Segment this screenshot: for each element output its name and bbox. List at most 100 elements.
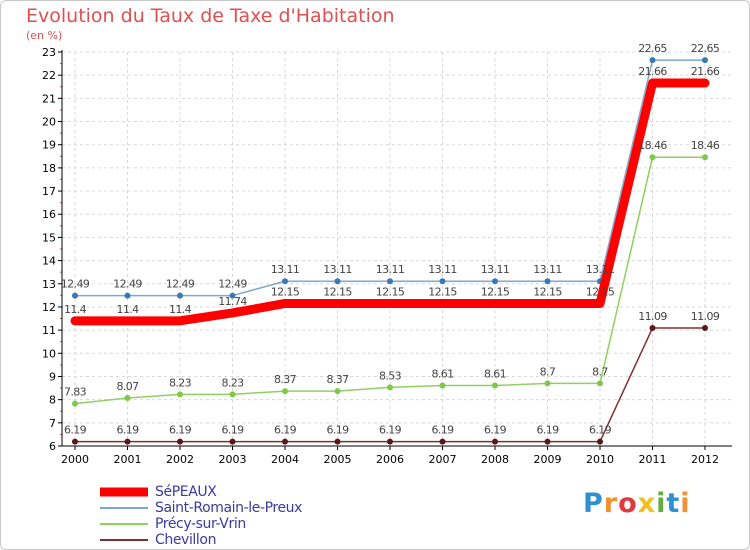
x-tick-label: 2008 xyxy=(481,453,509,466)
data-label-0: 12.15 xyxy=(323,285,352,298)
data-label-3: 6.19 xyxy=(64,424,87,437)
logo-letter: i xyxy=(680,488,691,519)
x-tick-label: 2010 xyxy=(586,453,614,466)
series-point-1 xyxy=(649,57,656,64)
data-label-2: 8.23 xyxy=(221,376,244,389)
series-point-1 xyxy=(229,292,236,299)
x-tick-label: 2007 xyxy=(429,453,457,466)
legend-label: SéPEAUX xyxy=(155,484,217,500)
y-tick-label: 15 xyxy=(42,231,56,244)
series-point-1 xyxy=(282,278,288,285)
data-label-1: 12.49 xyxy=(166,278,195,291)
series-point-3 xyxy=(282,438,288,445)
data-label-2: 8.7 xyxy=(540,365,556,378)
logo-letter: t xyxy=(666,488,681,519)
data-label-1: 13.11 xyxy=(481,263,510,276)
logo-letter: x xyxy=(637,488,657,519)
data-label-3: 6.19 xyxy=(379,424,402,437)
x-tick-label: 2002 xyxy=(166,453,194,466)
x-tick-label: 2012 xyxy=(691,453,719,466)
series-point-3 xyxy=(702,325,708,332)
series-point-3 xyxy=(334,438,341,445)
x-tick-label: 2011 xyxy=(639,453,667,466)
data-label-2: 8.7 xyxy=(592,365,608,378)
logo-letter: o xyxy=(618,488,638,519)
data-label-3: 6.19 xyxy=(484,424,507,437)
chart-title: Evolution du Taux de Taxe d'Habitation xyxy=(26,5,395,27)
y-tick-label: 23 xyxy=(42,46,56,59)
series-point-1 xyxy=(124,292,131,299)
legend-swatch xyxy=(100,539,148,541)
data-label-3: 11.09 xyxy=(691,310,720,323)
series-point-3 xyxy=(72,438,78,445)
series-point-1 xyxy=(492,278,498,285)
series-point-2 xyxy=(597,380,603,387)
y-tick-label: 12 xyxy=(42,301,56,314)
data-label-2: 18.46 xyxy=(691,139,720,152)
data-label-0: 21.66 xyxy=(691,65,720,78)
data-label-0: 11.4 xyxy=(116,303,139,316)
y-tick-label: 13 xyxy=(42,278,56,291)
series-point-3 xyxy=(229,438,236,445)
y-tick-label: 20 xyxy=(42,116,56,129)
logo-letter: P xyxy=(583,488,604,519)
y-unit-label: (en %) xyxy=(26,29,63,42)
series-line-0 xyxy=(70,78,710,326)
data-label-0: 11.74 xyxy=(218,295,247,308)
data-label-3: 6.19 xyxy=(116,424,139,437)
x-tick-label: 2004 xyxy=(271,453,299,466)
series-point-2 xyxy=(282,388,288,395)
y-tick-label: 19 xyxy=(42,139,56,152)
series-point-2 xyxy=(439,382,446,389)
data-label-2: 8.23 xyxy=(169,376,192,389)
data-label-0: 12.15 xyxy=(481,285,510,298)
series-point-3 xyxy=(597,438,603,445)
series-point-3 xyxy=(124,438,131,445)
data-label-1: 13.11 xyxy=(586,263,615,276)
data-label-2: 18.46 xyxy=(638,139,667,152)
data-label-2: 8.37 xyxy=(326,373,349,386)
series-point-2 xyxy=(702,154,708,161)
series-point-1 xyxy=(72,292,78,299)
x-tick-label: 2006 xyxy=(376,453,404,466)
series-point-2 xyxy=(124,395,131,402)
data-label-3: 6.19 xyxy=(221,424,244,437)
y-tick-label: 18 xyxy=(42,162,56,175)
x-tick-label: 2001 xyxy=(114,453,142,466)
legend-swatch xyxy=(100,487,148,497)
data-label-0: 12.15 xyxy=(271,285,300,298)
series-point-1 xyxy=(334,278,341,285)
data-label-1: 12.49 xyxy=(113,278,142,291)
data-label-0: 11.4 xyxy=(64,303,87,316)
y-tick-label: 7 xyxy=(49,417,56,430)
y-tick-label: 16 xyxy=(42,208,56,221)
x-tick-label: 2003 xyxy=(219,453,247,466)
series-point-2 xyxy=(387,384,393,391)
data-label-0: 12.15 xyxy=(428,285,457,298)
data-label-1: 22.65 xyxy=(638,42,667,55)
data-label-1: 12.49 xyxy=(61,278,90,291)
series-point-2 xyxy=(177,391,183,398)
data-label-0: 21.66 xyxy=(638,65,667,78)
legend-swatch xyxy=(100,507,148,509)
series-point-1 xyxy=(387,278,393,285)
data-label-1: 13.11 xyxy=(533,263,562,276)
data-label-1: 13.11 xyxy=(271,263,300,276)
data-label-3: 6.19 xyxy=(169,424,192,437)
y-tick-label: 9 xyxy=(49,370,56,383)
plot-area xyxy=(62,52,732,446)
series-point-2 xyxy=(492,382,498,389)
y-tick-label: 14 xyxy=(42,255,56,268)
series-point-3 xyxy=(177,438,183,445)
data-label-3: 6.19 xyxy=(589,424,612,437)
data-label-3: 6.19 xyxy=(274,424,297,437)
legend-swatch xyxy=(100,523,148,525)
data-label-1: 13.11 xyxy=(323,263,352,276)
data-label-0: 12.15 xyxy=(533,285,562,298)
data-label-2: 8.61 xyxy=(484,368,506,381)
x-tick-label: 2009 xyxy=(534,453,562,466)
y-tick-label: 22 xyxy=(42,69,56,82)
series-point-3 xyxy=(544,438,551,445)
data-label-2: 8.37 xyxy=(274,373,297,386)
